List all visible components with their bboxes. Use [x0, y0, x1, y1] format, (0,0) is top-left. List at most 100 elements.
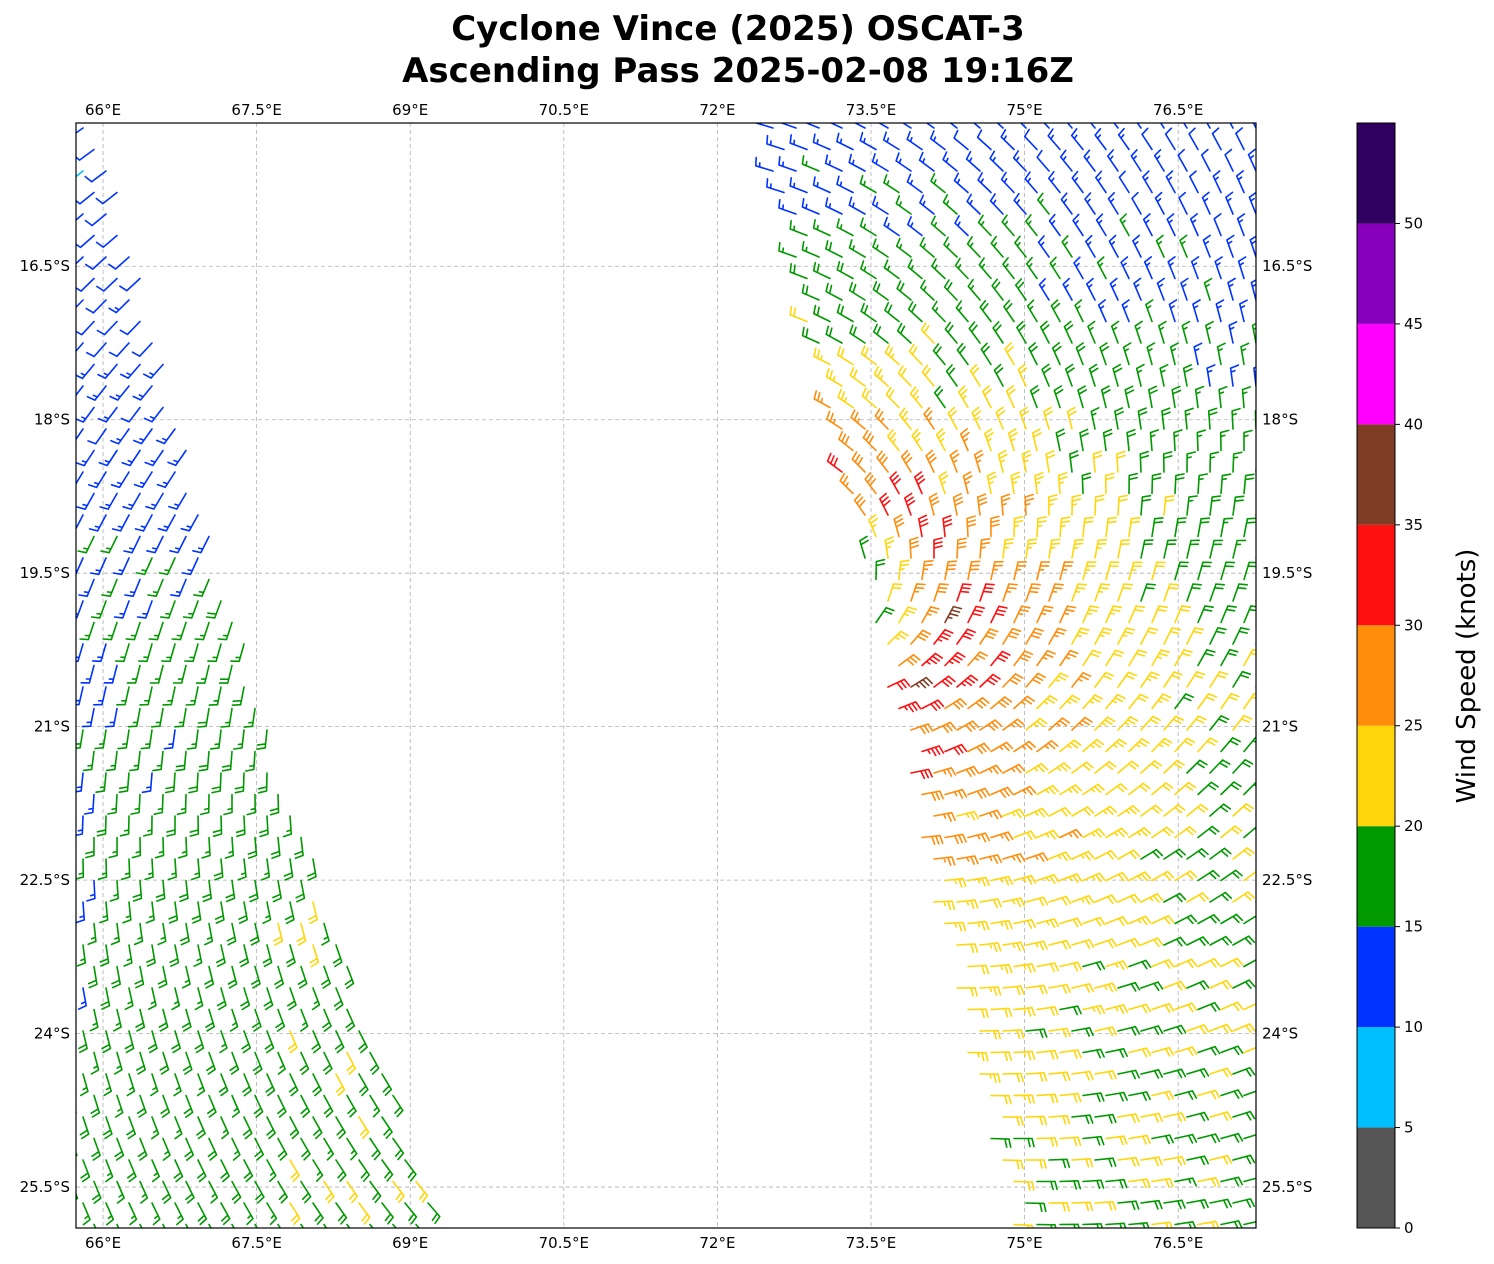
wind-barb-stroke	[1013, 874, 1037, 885]
wind-barb	[1082, 1179, 1105, 1190]
wind-barb-stroke	[181, 1008, 192, 1032]
wind-barb-stroke	[1128, 782, 1151, 796]
wind-barb	[1243, 1177, 1256, 1183]
wind-barb-stroke	[230, 643, 245, 663]
wind-barb-stroke	[967, 1008, 989, 1019]
wind-barb-stroke	[122, 901, 132, 924]
wind-barb-stroke	[1255, 509, 1256, 516]
wind-barb-stroke	[1197, 1045, 1221, 1056]
wind-barb-stroke	[197, 1202, 208, 1226]
wind-barb-stroke	[1099, 342, 1110, 366]
wind-barb-stroke	[97, 406, 118, 423]
wind-barb	[908, 343, 923, 366]
wind-barb-stroke	[876, 450, 889, 473]
wind-barb-stroke	[779, 123, 797, 129]
wind-barb-stroke	[928, 492, 940, 516]
wind-barb-stroke	[1014, 235, 1027, 258]
wind-barb-stroke	[86, 879, 96, 902]
wind-barb-stroke	[335, 1116, 346, 1140]
wind-barb	[873, 323, 889, 344]
wind-barb	[76, 492, 95, 510]
wind-barb-stroke	[117, 729, 130, 750]
wind-barb-stroke	[956, 537, 967, 559]
wind-barb	[1209, 1023, 1233, 1034]
wind-barb	[918, 151, 935, 172]
wind-barb-stroke	[66, 967, 74, 988]
wind-barb	[311, 1030, 322, 1054]
wind-barb	[1163, 1068, 1187, 1079]
wind-barb-stroke	[1002, 1029, 1025, 1039]
wind-barb-stroke	[76, 299, 84, 309]
wind-barb-stroke	[1105, 649, 1125, 667]
wind-barb-stroke	[1002, 808, 1026, 819]
wind-barb-stroke	[284, 901, 295, 925]
wind-barb	[990, 1137, 1012, 1148]
wind-barb	[135, 1008, 146, 1032]
wind-barb-stroke	[300, 1223, 305, 1228]
wind-barb-stroke	[243, 707, 256, 728]
wind-barb-stroke	[967, 832, 991, 843]
colorbar-segment	[1357, 123, 1395, 224]
wind-barb-stroke	[1186, 936, 1210, 946]
wind-barb-stroke	[1220, 605, 1237, 624]
wind-barb	[251, 1008, 262, 1032]
wind-barb	[1196, 429, 1206, 452]
wind-barb	[1025, 807, 1049, 818]
wind-barb-stroke	[1094, 1157, 1117, 1168]
wind-barb	[76, 320, 95, 336]
wind-barb-stroke	[81, 707, 95, 728]
wind-barb-stroke	[1128, 693, 1149, 710]
wind-barb	[1088, 363, 1099, 387]
wind-barb-stroke	[309, 944, 320, 968]
wind-barb	[1013, 192, 1027, 215]
wind-barb-stroke	[1140, 1112, 1163, 1123]
wind-barb-stroke	[1094, 1070, 1117, 1080]
wind-barb	[1155, 234, 1165, 258]
wind-barb	[239, 944, 250, 968]
wind-barbs	[41, 123, 1287, 1228]
wind-barb-stroke	[813, 390, 831, 409]
wind-barb	[58, 666, 71, 683]
wind-barb	[1163, 848, 1186, 860]
wind-barb	[1267, 782, 1287, 795]
wind-barb-stroke	[766, 178, 785, 194]
wind-barb-stroke	[1209, 847, 1232, 860]
wind-barb-stroke	[1001, 214, 1015, 237]
y-tick-label-left: 24°S	[34, 1025, 70, 1043]
wind-barb-stroke	[1025, 852, 1049, 862]
wind-barb	[1094, 1113, 1117, 1124]
wind-barb-stroke	[1142, 170, 1153, 194]
wind-barb	[1013, 1137, 1035, 1148]
wind-barb	[1019, 406, 1030, 430]
wind-barb-stroke	[171, 1030, 181, 1054]
wind-barb	[1110, 320, 1120, 344]
wind-barb	[1048, 717, 1071, 731]
wind-barb	[1169, 342, 1179, 366]
wind-barb-stroke	[1105, 605, 1123, 624]
wind-barb-stroke	[41, 300, 61, 313]
wind-barb-stroke	[1036, 650, 1056, 667]
wind-barb-stroke	[335, 1202, 348, 1225]
wind-barb	[1151, 693, 1172, 710]
wind-barb-stroke	[260, 858, 271, 881]
wind-barb	[1151, 1221, 1173, 1228]
wind-barb	[1012, 150, 1027, 172]
wind-barb-stroke	[853, 493, 866, 516]
wind-barb	[1174, 561, 1189, 581]
wind-barb-stroke	[1232, 979, 1256, 989]
wind-barb-stroke	[1029, 385, 1040, 409]
wind-barb-stroke	[1039, 320, 1050, 344]
wind-barb	[97, 858, 108, 880]
wind-barb	[1059, 739, 1082, 753]
wind-barb-stroke	[95, 772, 107, 793]
wind-barb-stroke	[1255, 598, 1256, 602]
wind-barb-stroke	[789, 220, 808, 237]
wind-barb	[1128, 915, 1152, 926]
wind-barb	[249, 922, 260, 946]
wind-barb	[952, 493, 964, 516]
wind-barb-stroke	[1232, 714, 1253, 731]
wind-barb-stroke	[887, 583, 903, 602]
wind-barb-stroke	[1104, 472, 1115, 495]
wind-barb	[1002, 627, 1022, 645]
wind-barb	[956, 899, 979, 909]
